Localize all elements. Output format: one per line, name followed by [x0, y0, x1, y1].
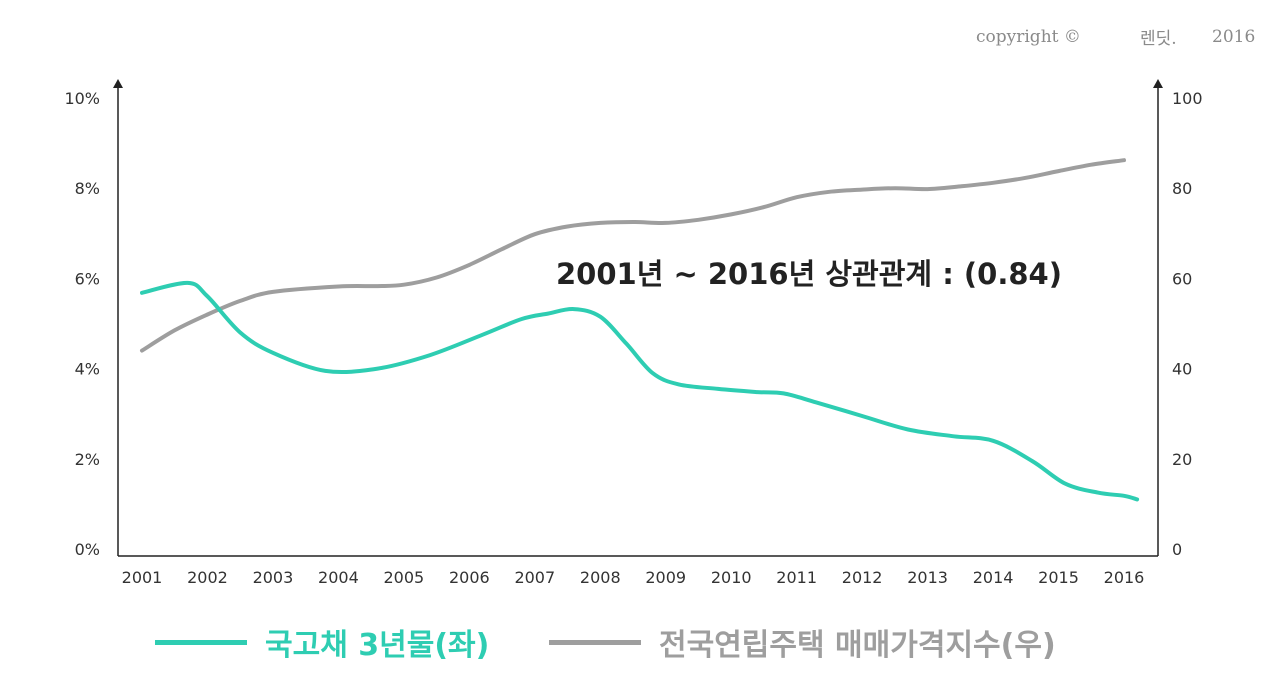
x-tick-label: 2008 — [580, 568, 621, 587]
copyright-brand: 렌딧. — [1140, 29, 1177, 49]
legend-swatch-housing — [549, 639, 641, 645]
correlation-annotation: 2001년 ~ 2016년 상관관계 : (0.84) — [556, 257, 1062, 291]
x-tick-label: 2001 — [122, 568, 163, 587]
y-left-tick-labels: 0% 2% 4% 6% 8% 10% — [64, 89, 100, 559]
copyright-watermark: copyright © 렌딧. 2016 — [976, 27, 1255, 49]
y-left-tick-label: 2% — [75, 450, 100, 469]
series-line-housing-index — [140, 158, 1126, 353]
legend-item-housing: 전국연립주택 매매가격지수(우) — [549, 618, 1056, 666]
x-tick-labels: 2001 2002 2003 2004 2005 2006 2007 2008 2009 2010… — [122, 568, 1145, 587]
legend-swatch-bond — [155, 639, 247, 645]
x-tick-label: 2003 — [253, 568, 294, 587]
x-tick-label: 2013 — [907, 568, 948, 587]
legend-label-bond: 국고채 3년물(좌) — [265, 628, 490, 663]
y-right-tick-label: 20 — [1172, 450, 1192, 469]
copyright-text: copyright © — [976, 27, 1081, 47]
y-right-tick-label: 0 — [1172, 540, 1182, 559]
x-tick-label: 2004 — [318, 568, 359, 587]
x-tick-label: 2009 — [645, 568, 686, 587]
y-right-tick-labels: 0 20 40 60 80 100 — [1172, 89, 1203, 559]
x-tick-label: 2014 — [973, 568, 1014, 587]
x-tick-label: 2007 — [514, 568, 555, 587]
y-left-tick-label: 4% — [75, 360, 100, 379]
x-tick-label: 2005 — [384, 568, 425, 587]
y-left-tick-label: 10% — [64, 89, 100, 108]
y-left-tick-label: 8% — [75, 179, 100, 198]
x-tick-label: 2012 — [842, 568, 883, 587]
y-right-tick-label: 100 — [1172, 89, 1203, 108]
x-tick-label: 2015 — [1038, 568, 1079, 587]
legend-item-bond: 국고채 3년물(좌) — [155, 618, 489, 666]
y-left-tick-label: 6% — [75, 269, 100, 288]
copyright-year: 2016 — [1212, 27, 1255, 47]
legend-label-housing: 전국연립주택 매매가격지수(우) — [659, 628, 1056, 663]
x-tick-label: 2002 — [187, 568, 228, 587]
y-right-tick-label: 40 — [1172, 360, 1192, 379]
y-left-tick-label: 0% — [75, 540, 100, 559]
x-tick-label: 2016 — [1104, 568, 1145, 587]
x-tick-label: 2010 — [711, 568, 752, 587]
x-tick-label: 2006 — [449, 568, 490, 587]
y-right-tick-label: 80 — [1172, 179, 1192, 198]
y-right-tick-label: 60 — [1172, 269, 1192, 288]
series-line-bond-3y — [140, 280, 1140, 502]
x-tick-label: 2011 — [776, 568, 817, 587]
